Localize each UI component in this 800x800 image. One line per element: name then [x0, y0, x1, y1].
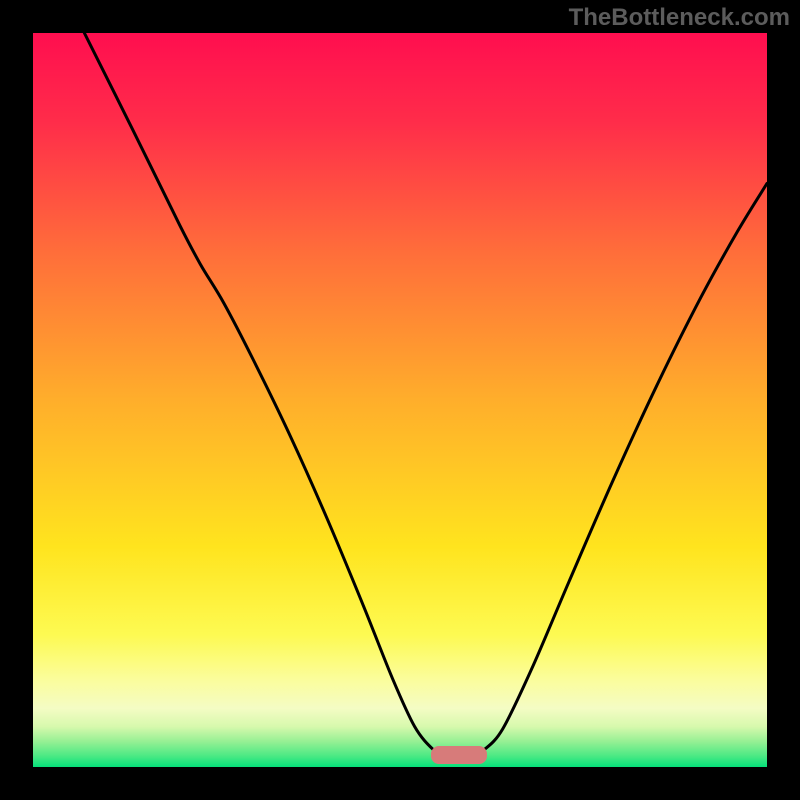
chart-frame: TheBottleneck.com: [0, 0, 800, 800]
plot-area: [33, 33, 767, 767]
watermark-text: TheBottleneck.com: [569, 4, 790, 32]
curve-path: [84, 33, 767, 755]
bottleneck-marker: [431, 746, 487, 764]
curve-line: [33, 33, 767, 767]
